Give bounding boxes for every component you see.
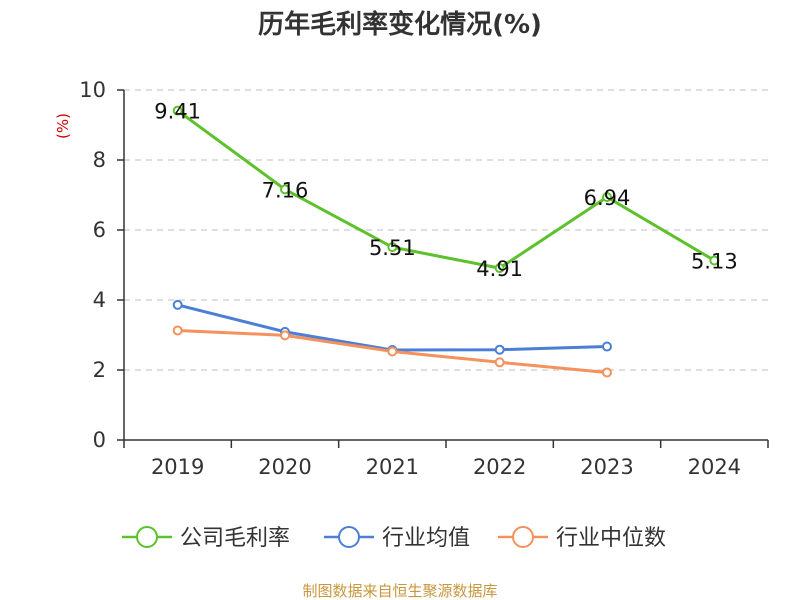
data-point — [172, 325, 183, 336]
data-point — [280, 184, 290, 195]
data-point — [709, 255, 720, 266]
y-tick-label: 10 — [79, 78, 106, 102]
legend-item: 行业中位数 — [498, 526, 666, 551]
y-tick-label: 8 — [93, 148, 106, 172]
data-label: 4.91 — [476, 257, 523, 281]
x-tick-label: 2019 — [151, 455, 204, 479]
data-label: 9.41 — [154, 100, 201, 124]
legend-label: 行业均值 — [382, 526, 470, 551]
x-tick-label: 2022 — [473, 455, 526, 479]
data-point — [387, 346, 398, 357]
data-point — [172, 299, 183, 310]
data-point — [387, 242, 398, 253]
data-point — [602, 341, 612, 352]
data-labels: 9.41 7.16 5.51 4.91 6.94 5.13 — [154, 100, 738, 281]
legend-marker-icon — [338, 526, 360, 548]
data-point — [172, 105, 183, 116]
chart-title: 历年毛利率变化情况(%) — [258, 9, 542, 40]
data-point — [602, 192, 612, 203]
legend-label: 公司毛利率 — [180, 526, 290, 551]
x-tick-label: 2021 — [366, 455, 419, 479]
axes: 0 2 4 6 8 10 2019 2020 2021 2022 2023 2024 — [79, 78, 769, 479]
series-line-0 — [176, 109, 716, 270]
y-axis-unit-label: (%) — [54, 113, 72, 139]
data-point — [494, 263, 505, 274]
y-tick-label: 4 — [93, 288, 106, 312]
legend-item: 公司毛利率 — [122, 526, 290, 551]
legend-marker-icon — [136, 526, 158, 548]
legend-item: 行业均值 — [324, 526, 470, 551]
data-point — [494, 357, 505, 368]
x-tick-label: 2020 — [258, 455, 311, 479]
x-tick-label: 2023 — [580, 455, 633, 479]
y-tick-label: 0 — [93, 428, 106, 452]
data-label: 6.94 — [584, 186, 631, 210]
series-lines — [172, 105, 720, 378]
y-tick-label: 6 — [93, 218, 106, 242]
legend: 公司毛利率 行业均值 行业中位数 — [122, 526, 666, 551]
y-tick-label: 2 — [93, 358, 106, 382]
data-point — [280, 330, 290, 341]
legend-marker-icon — [512, 526, 534, 548]
data-point — [494, 344, 505, 355]
data-label: 5.13 — [691, 249, 738, 273]
grid-lines — [124, 89, 768, 371]
x-tick-label: 2024 — [688, 455, 741, 479]
data-point — [602, 367, 612, 378]
data-label: 5.51 — [369, 236, 416, 260]
source-note: 制图数据来自恒生聚源数据库 — [302, 582, 497, 600]
series-line-1 — [176, 303, 609, 352]
legend-label: 行业中位数 — [556, 526, 666, 551]
data-label: 7.16 — [262, 178, 309, 202]
